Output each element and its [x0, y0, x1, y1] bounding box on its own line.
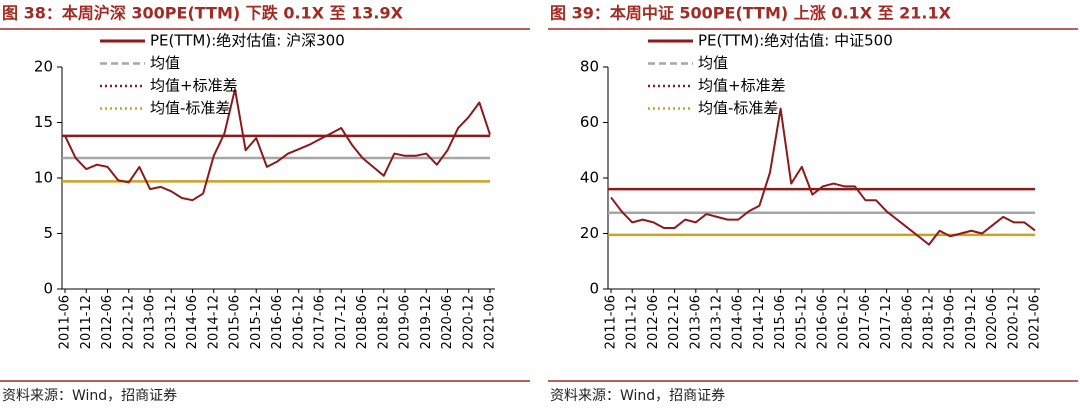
x-tick-label: 2019-12 — [419, 295, 434, 349]
source-note: 资料来源：Wind，招商证券 — [550, 388, 725, 404]
x-tick-label: 2016-12 — [837, 295, 852, 349]
y-tick-label: 20 — [580, 224, 599, 242]
x-tick-label: 2011-06 — [604, 295, 619, 349]
x-tick-label: 2021-06 — [1028, 295, 1043, 349]
x-tick-label: 2012-12 — [667, 295, 682, 349]
x-tick-label: 2015-06 — [773, 295, 788, 349]
x-tick-label: 2011-12 — [79, 295, 94, 349]
x-tick-label: 2015-06 — [228, 295, 243, 349]
x-tick-label: 2011-06 — [58, 295, 73, 349]
y-tick-label: 60 — [580, 113, 599, 131]
x-tick-label: 2019-12 — [964, 295, 979, 349]
x-tick-label: 2019-06 — [943, 295, 958, 349]
x-tick-label: 2017-06 — [313, 295, 328, 349]
x-tick-label: 2016-06 — [816, 295, 831, 349]
x-tick-label: 2017-12 — [334, 295, 349, 349]
y-tick-label: 20 — [34, 58, 53, 76]
x-tick-label: 2011-12 — [625, 295, 640, 349]
legend-label: 均值 — [150, 54, 180, 72]
x-tick-label: 2012-06 — [100, 295, 115, 349]
x-tick-label: 2018-06 — [900, 295, 915, 349]
legend-label: 均值+标准差 — [698, 77, 786, 95]
legend-label: PE(TTM):绝对估值: 中证500 — [698, 32, 893, 50]
y-tick-label: 0 — [589, 280, 599, 298]
x-tick-label: 2015-12 — [794, 295, 809, 349]
y-tick-label: 0 — [43, 280, 53, 298]
chart-title: 图 38：本周沪深 300PE(TTM) 下跌 0.1X 至 13.9X — [2, 4, 404, 23]
x-tick-label: 2018-12 — [376, 295, 391, 349]
chart-panel: 图 38：本周沪深 300PE(TTM) 下跌 0.1X 至 13.9X 资料来源… — [0, 4, 530, 404]
x-tick-label: 2020-12 — [1006, 295, 1021, 349]
chart-panel: 图 39：本周中证 500PE(TTM) 上涨 0.1X 至 21.1X 资料来源… — [548, 4, 1078, 404]
legend-label: 均值-标准差 — [698, 99, 778, 117]
x-tick-label: 2018-12 — [922, 295, 937, 349]
x-tick-label: 2013-12 — [164, 295, 179, 349]
legend-label: 均值-标准差 — [150, 99, 230, 117]
x-tick-label: 2020-06 — [985, 295, 1000, 349]
x-tick-label: 2014-12 — [752, 295, 767, 349]
source-note: 资料来源：Wind，招商证券 — [2, 388, 177, 404]
chart-title: 图 39：本周中证 500PE(TTM) 上涨 0.1X 至 21.1X — [550, 4, 952, 23]
y-tick-label: 40 — [580, 169, 599, 187]
x-tick-label: 2016-12 — [291, 295, 306, 349]
legend-label: 均值+标准差 — [150, 77, 238, 95]
y-tick-label: 80 — [580, 58, 599, 76]
y-tick-label: 15 — [34, 113, 53, 131]
legend-label: PE(TTM):绝对估值: 沪深300 — [150, 32, 345, 50]
x-tick-label: 2013-12 — [710, 295, 725, 349]
legend-label: 均值 — [698, 54, 728, 72]
x-tick-label: 2012-12 — [121, 295, 136, 349]
y-tick-label: 10 — [34, 169, 53, 187]
data-line — [64, 88, 491, 202]
x-tick-label: 2016-06 — [270, 295, 285, 349]
x-tick-label: 2020-12 — [461, 295, 476, 349]
y-tick-label: 5 — [43, 224, 53, 242]
x-tick-label: 2013-06 — [688, 295, 703, 349]
x-tick-label: 2017-06 — [858, 295, 873, 349]
x-tick-label: 2018-06 — [355, 295, 370, 349]
x-tick-label: 2015-12 — [249, 295, 264, 349]
x-tick-label: 2014-12 — [206, 295, 221, 349]
x-tick-label: 2020-06 — [440, 295, 455, 349]
data-line — [610, 107, 1036, 246]
x-tick-label: 2013-06 — [143, 295, 158, 349]
x-tick-label: 2014-06 — [185, 295, 200, 349]
x-tick-label: 2017-12 — [879, 295, 894, 349]
x-tick-label: 2019-06 — [398, 295, 413, 349]
x-tick-label: 2014-06 — [731, 295, 746, 349]
x-tick-label: 2012-06 — [646, 295, 661, 349]
x-tick-label: 2021-06 — [483, 295, 498, 349]
